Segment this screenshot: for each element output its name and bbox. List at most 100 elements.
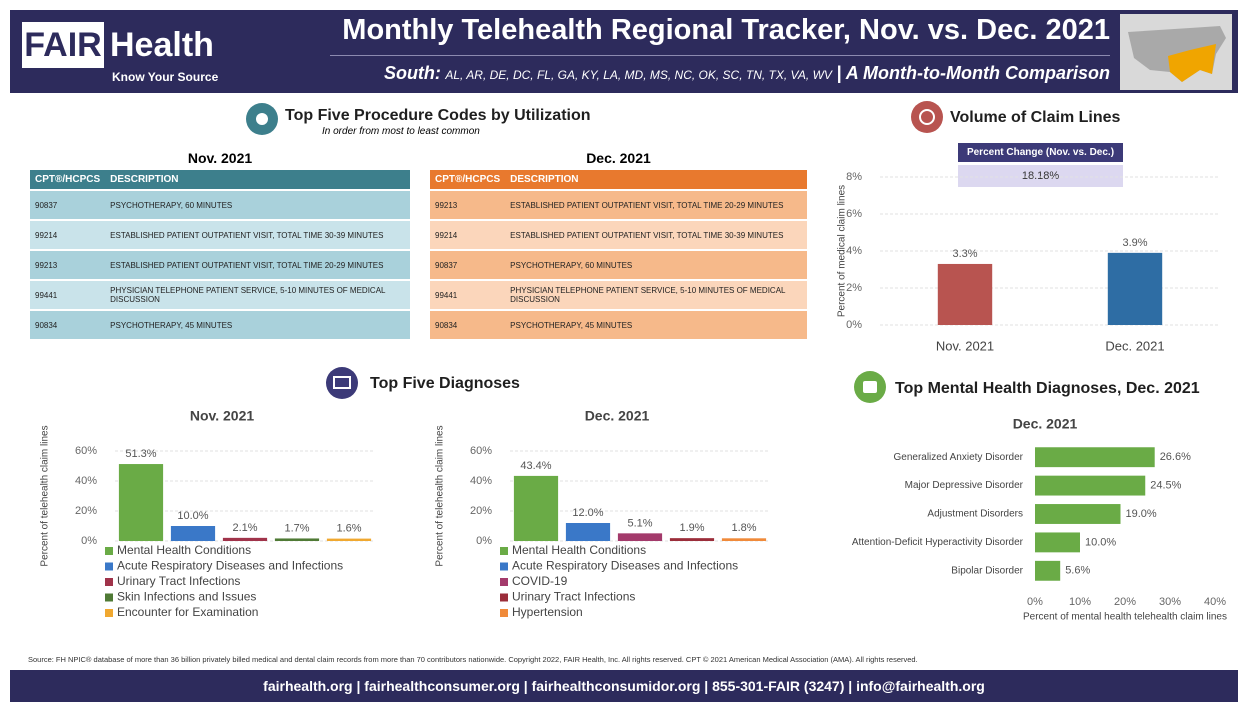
section-title: Top Five Procedure Codes by Utilization — [285, 107, 591, 124]
description: ESTABLISHED PATIENT OUTPATIENT VISIT, TO… — [510, 200, 784, 210]
y-tick-label: 60% — [470, 445, 492, 457]
mental-icon — [854, 371, 886, 403]
value-label: 26.6% — [1160, 451, 1191, 463]
x-tick-label: 0% — [1027, 596, 1043, 608]
legend-swatch — [105, 547, 113, 555]
code: 90834 — [435, 320, 458, 330]
section-subtitle: In order from most to least common — [322, 126, 480, 137]
legend-label: Acute Respiratory Diseases and Infection… — [117, 559, 343, 573]
table-wrap: CPT®/HCPCS DESCRIPTION 99213 ESTABLISHED PA… — [430, 168, 807, 341]
bar — [1035, 560, 1061, 581]
x-tick-label: Dec. 2021 — [1105, 338, 1164, 353]
value-label: 1.8% — [731, 522, 756, 534]
comparison: | A Month-to-Month Comparison — [836, 63, 1110, 83]
header-band — [10, 10, 1238, 93]
legend-label: COVID-19 — [512, 574, 568, 588]
code: 99214 — [435, 230, 458, 240]
legend-label: Hypertension — [512, 605, 583, 619]
legend-swatch — [105, 578, 113, 586]
legend-swatch — [500, 547, 508, 555]
value-label: 2.1% — [232, 522, 257, 534]
source-note: Source: FH NPIC® database of more than 3… — [28, 655, 918, 664]
region-map — [1120, 14, 1232, 90]
legend-label: Urinary Tract Infections — [117, 574, 240, 588]
description: PHYSICIAN TELEPHONE PATIENT SERVICE, 5-1… — [510, 286, 786, 304]
description: PSYCHOTHERAPY, 60 MINUTES — [110, 200, 233, 210]
legend-label: Urinary Tract Infections — [512, 590, 635, 604]
legend-swatch — [105, 593, 113, 602]
y-tick-label: Attention-Deficit Hyperactivity Disorder — [852, 537, 1024, 548]
logo-fair: FAIR — [22, 22, 104, 68]
chart-title: Nov. 2021 — [190, 408, 255, 424]
subtitle: South: AL, AR, DE, DC, FL, GA, KY, LA, M… — [300, 63, 1110, 84]
bar — [937, 263, 993, 325]
y-tick-label: Generalized Anxiety Disorder — [893, 452, 1023, 463]
section-title: Top Mental Health Diagnoses, Dec. 2021 — [895, 380, 1200, 397]
chart: 0% 2% 4% 6% 8% Percent of medical claim lines… — [837, 171, 1220, 353]
y-tick-label: 6% — [846, 208, 862, 220]
y-axis-label: Percent of telehealth claim lines — [40, 425, 51, 566]
table-row: 99441 PHYSICIAN TELEPHONE PATIENT SERVICE… — [430, 281, 807, 309]
bar — [565, 523, 611, 541]
value-label: 19.0% — [1126, 508, 1157, 520]
value-label: 1.9% — [679, 522, 704, 534]
table-row: 99214 ESTABLISHED PATIENT OUTPATIENT VISI… — [30, 221, 410, 249]
table-row: 90834 PSYCHOTHERAPY, 45 MINUTES — [30, 311, 410, 339]
y-tick-label: 2% — [846, 282, 862, 294]
value-label: 51.3% — [125, 448, 156, 460]
code: 99213 — [435, 200, 458, 210]
y-tick-label: 20% — [470, 505, 492, 517]
legend-swatch — [500, 609, 508, 617]
y-tick-label: 60% — [75, 445, 97, 457]
bar — [1107, 252, 1163, 325]
volume-icon — [911, 101, 943, 133]
table-row: 90834 PSYCHOTHERAPY, 45 MINUTES — [430, 311, 807, 339]
legend-swatch — [500, 562, 508, 571]
bar — [170, 526, 216, 541]
percent-change-value: 18.18% — [958, 165, 1123, 187]
section-title: Top Five Diagnoses — [370, 375, 520, 392]
percent-change-label: Percent Change (Nov. vs. Dec.) — [958, 143, 1123, 162]
value-label: 24.5% — [1150, 480, 1181, 492]
bar — [274, 538, 320, 541]
bar — [1035, 475, 1146, 496]
chart: Nov. 2021 0% 20% 40% 60% Percent of telehealt… — [40, 408, 375, 619]
legend-swatch — [105, 609, 113, 617]
states: AL, AR, DE, DC, FL, GA, KY, LA, MD, MS, … — [445, 68, 832, 82]
description: ESTABLISHED PATIENT OUTPATIENT VISIT, TO… — [510, 230, 784, 240]
code: 99441 — [35, 290, 58, 300]
bar — [1035, 447, 1155, 468]
chart-title: Dec. 2021 — [585, 408, 650, 424]
description: PSYCHOTHERAPY, 60 MINUTES — [510, 260, 633, 270]
table-title: Nov. 2021 — [187, 150, 253, 166]
code: 99214 — [35, 230, 58, 240]
x-tick-label: 40% — [1204, 596, 1226, 608]
legend-label: Skin Infections and Issues — [117, 590, 256, 604]
value-label: 1.6% — [336, 523, 361, 535]
x-tick-label: 30% — [1159, 596, 1181, 608]
section-title: Volume of Claim Lines — [950, 109, 1121, 126]
y-tick-label: 4% — [846, 245, 862, 257]
y-axis-label: Percent of medical claim lines — [837, 185, 848, 317]
bar — [326, 538, 372, 541]
diagnoses-icon — [326, 367, 358, 399]
page-title: Monthly Telehealth Regional Tracker, Nov… — [342, 14, 1110, 46]
column-header: CPT®/HCPCS — [430, 170, 506, 189]
logo-health: Health — [110, 26, 214, 64]
x-tick-label: 20% — [1114, 596, 1136, 608]
chart-title: Dec. 2021 — [1013, 416, 1078, 432]
bar — [669, 538, 715, 541]
bar — [222, 537, 268, 541]
code: 90837 — [35, 200, 58, 210]
table-row: 99213 ESTABLISHED PATIENT OUTPATIENT VISI… — [430, 191, 807, 219]
procedure-table: CPT®/HCPCS DESCRIPTION 99213 ESTABLISHED PA… — [430, 168, 807, 341]
y-tick-label: 0% — [476, 535, 492, 547]
procedure-table: CPT®/HCPCS DESCRIPTION 90837 PSYCHOTHERAPY,… — [30, 168, 410, 341]
value-label: 3.9% — [1122, 237, 1147, 249]
y-tick-label: Major Depressive Disorder — [905, 480, 1024, 491]
chart: Dec. 2021 0% 10% 20% 30% 40% Percent of mental… — [852, 416, 1227, 623]
x-tick-label: Nov. 2021 — [936, 338, 994, 353]
code: 90837 — [435, 260, 458, 270]
legend-label: Encounter for Examination — [117, 605, 258, 619]
